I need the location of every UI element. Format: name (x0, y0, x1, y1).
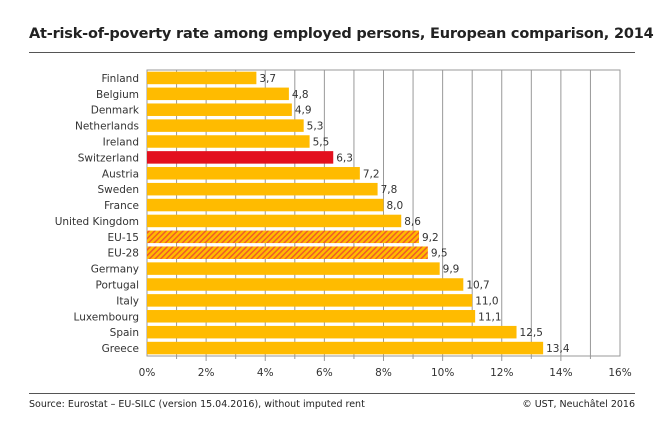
data-label: 10,7 (466, 280, 489, 292)
data-label: 4,9 (295, 105, 312, 117)
category-label: Belgium (96, 89, 139, 101)
category-label: Sweden (98, 184, 140, 196)
bar-chart: 0% 2% 4% 6% 8% 10% 12% 14% 16% Finland 3,7 Belgium 4… (55, 69, 632, 379)
data-label: 13,4 (546, 343, 570, 355)
bar (147, 103, 292, 116)
data-label: 7,8 (381, 184, 398, 196)
data-label: 6,3 (336, 152, 353, 164)
category-label: Germany (91, 264, 139, 276)
x-tick-label: 0% (139, 367, 156, 379)
x-tick-label: 14% (549, 367, 572, 379)
data-label: 11,1 (478, 311, 501, 323)
data-label: 9,5 (431, 248, 448, 260)
bar (147, 214, 402, 228)
bar (147, 262, 440, 275)
category-label: EU-15 (108, 232, 139, 244)
category-label: Netherlands (75, 121, 139, 133)
category-label: United Kingdom (55, 216, 139, 228)
x-tick-label: 16% (608, 367, 631, 379)
bar (147, 230, 419, 244)
x-tick-label: 8% (375, 367, 392, 379)
data-label: 4,8 (292, 89, 309, 101)
category-label: Austria (102, 168, 139, 180)
x-tick-label: 2% (198, 367, 215, 379)
category-label: Ireland (103, 137, 139, 149)
copyright-note: © UST, Neuchâtel 2016 (522, 399, 635, 410)
chart-title: At-risk-of-poverty rate among employed p… (29, 26, 654, 42)
source-note: Source: Eurostat – EU-SILC (version 15.0… (29, 399, 365, 410)
data-label: 9,9 (443, 264, 460, 276)
category-label: Greece (102, 343, 139, 355)
bar (147, 310, 476, 323)
category-label: Luxembourg (74, 311, 139, 323)
data-label: 3,7 (259, 73, 276, 85)
bar (147, 325, 517, 339)
x-tick-label: 12% (490, 367, 513, 379)
bar (147, 119, 304, 132)
bar (147, 151, 334, 164)
category-label: Finland (101, 73, 139, 85)
data-label: 9,2 (422, 232, 439, 244)
category-label: Spain (110, 327, 139, 339)
data-label: 8,6 (404, 216, 421, 228)
bar (147, 182, 378, 196)
category-label: EU-28 (108, 248, 139, 260)
data-label: 11,0 (475, 295, 498, 307)
bar (147, 71, 257, 85)
category-label: France (104, 200, 139, 212)
category-label: Denmark (91, 105, 140, 117)
footer-divider (29, 393, 635, 394)
category-label: Portugal (96, 280, 140, 292)
x-tick-label: 4% (257, 367, 274, 379)
data-label: 5,5 (313, 137, 330, 149)
x-tick-label: 6% (316, 367, 333, 379)
category-label: Switzerland (78, 152, 139, 164)
category-label: Italy (116, 295, 139, 307)
bar (147, 198, 384, 212)
bar (147, 87, 289, 101)
bar (147, 294, 473, 307)
bar (147, 278, 464, 291)
title-divider (29, 52, 635, 53)
bar (147, 167, 360, 180)
bar (147, 246, 428, 259)
x-tick-label: 10% (431, 367, 454, 379)
bar (147, 341, 544, 355)
data-label: 5,3 (307, 121, 324, 133)
data-label: 12,5 (520, 327, 543, 339)
bar (147, 135, 310, 148)
data-label: 8,0 (387, 200, 404, 212)
data-label: 7,2 (363, 168, 380, 180)
